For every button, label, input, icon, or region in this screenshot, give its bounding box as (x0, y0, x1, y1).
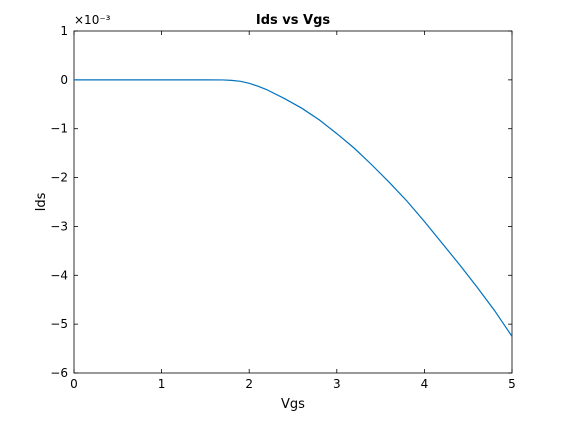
x-tick-label: 0 (70, 377, 78, 391)
y-exponent-label: ×10⁻³ (74, 13, 111, 27)
series-line (74, 79, 513, 337)
x-axis-label: Vgs (281, 397, 305, 412)
y-tick-label: 1 (60, 24, 68, 38)
y-tick-label: −6 (50, 366, 68, 380)
y-tick-label: 0 (60, 73, 68, 87)
plot-area (73, 30, 513, 374)
y-tick-label: −2 (50, 171, 68, 185)
y-tick-label: −3 (50, 219, 68, 233)
x-tick-label: 1 (158, 377, 166, 391)
y-tick-label: −5 (50, 317, 68, 331)
y-tick-label: −1 (50, 122, 68, 136)
y-axis-label: Ids (34, 192, 49, 211)
y-tick-label: −4 (50, 268, 68, 282)
chart-title: Ids vs Vgs (256, 13, 331, 28)
series-layer (74, 79, 513, 337)
x-tick-label: 4 (421, 377, 429, 391)
x-tick-label: 5 (508, 377, 516, 391)
x-tick-label: 2 (245, 377, 253, 391)
x-tick-label: 3 (333, 377, 341, 391)
ticks-layer: 0 1 2 3 4 5 −6 −5 −4 −3 −2 −1 0 1 (50, 24, 516, 391)
